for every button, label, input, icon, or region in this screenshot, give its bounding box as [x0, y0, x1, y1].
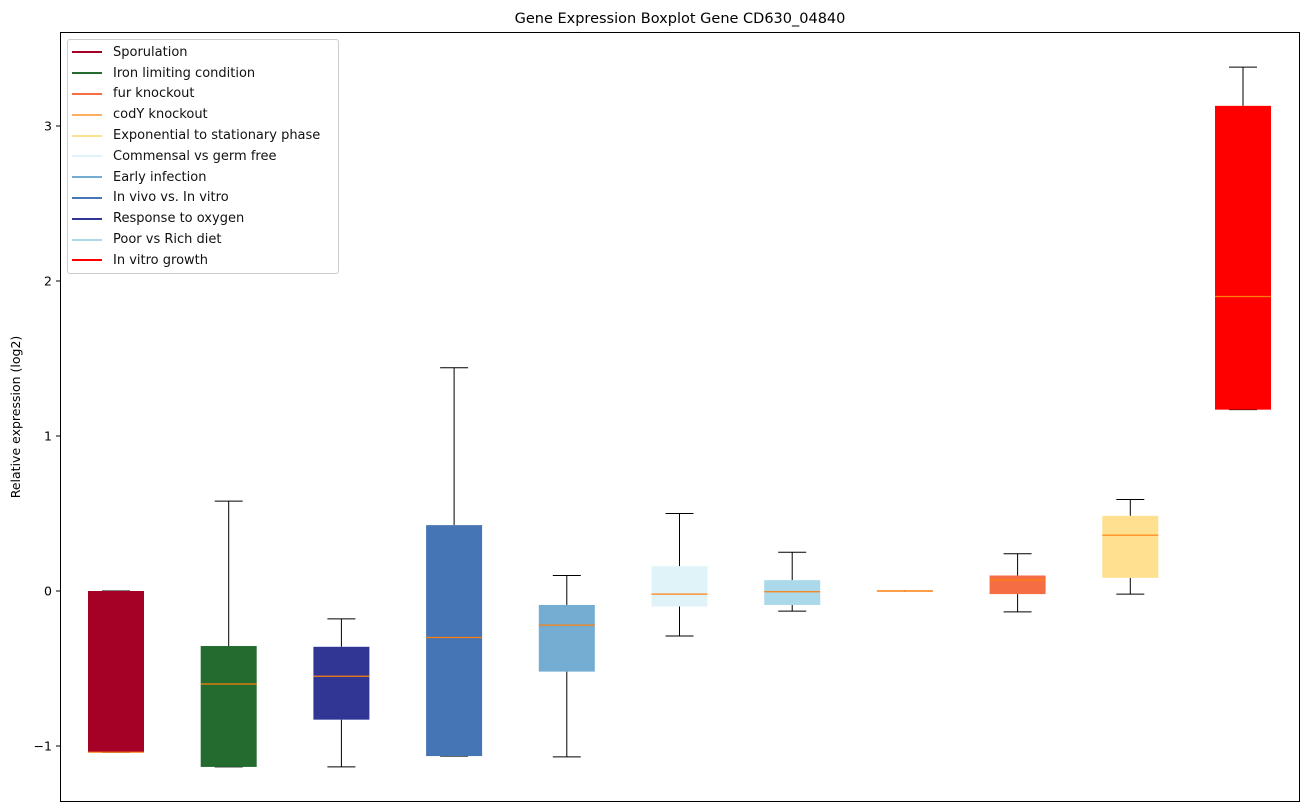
legend-swatch [72, 92, 102, 95]
legend-item: Commensal vs germ free [68, 146, 338, 167]
legend-swatch [72, 113, 102, 116]
legend-label: Exponential to stationary phase [113, 128, 321, 144]
box-iron-limiting-condition [200, 500, 257, 768]
legend-item: Iron limiting condition [68, 63, 338, 84]
legend-item: Early infection [68, 167, 338, 188]
legend-swatch [72, 217, 102, 220]
box-body [313, 646, 370, 720]
legend: Sporulation Iron limiting condition fur kn… [67, 39, 339, 274]
box-fur-knockout [989, 553, 1046, 613]
legend-item: codY knockout [68, 104, 338, 125]
legend-swatch [72, 134, 102, 137]
legend-swatch [72, 155, 102, 158]
box-body [426, 525, 483, 757]
box-body [88, 591, 144, 753]
legend-swatch [72, 72, 102, 75]
legend-label: Poor vs Rich diet [113, 232, 222, 248]
legend-item: In vivo vs. In vitro [68, 188, 338, 209]
y-tick-label: −1 [34, 739, 52, 754]
legend-swatch [72, 238, 102, 241]
box-body [200, 646, 257, 767]
legend-swatch [72, 51, 102, 54]
box-poor-vs-rich-diet [764, 551, 821, 612]
y-tick-label: 3 [44, 119, 52, 134]
legend-label: Commensal vs germ free [113, 148, 277, 164]
legend-label: In vitro growth [113, 252, 208, 268]
legend-item: fur knockout [68, 84, 338, 105]
box-commensal-vs-germ-free [651, 513, 708, 637]
legend-item: Response to oxygen [68, 208, 338, 229]
box-in-vivo-vs-in-vitro [426, 367, 483, 757]
box-exponential-to-stationary-phase [1102, 499, 1159, 595]
legend-swatch [72, 176, 102, 179]
legend-item: Sporulation [68, 42, 338, 63]
y-axis-label: Relative expression (log2) [8, 336, 23, 499]
legend-swatch [72, 259, 102, 262]
box-body [764, 580, 821, 605]
legend-item: In vitro growth [68, 250, 338, 271]
box-cody-knockout [876, 590, 933, 592]
legend-label: codY knockout [113, 107, 208, 123]
box-early-infection [538, 575, 595, 758]
box-body [1102, 515, 1159, 578]
box-body [1215, 105, 1271, 410]
box-body [538, 604, 595, 672]
y-tick-label: 1 [44, 429, 52, 444]
box-in-vitro-growth [1215, 66, 1271, 411]
legend-label: Iron limiting condition [113, 65, 256, 81]
y-tick-label: 2 [44, 274, 52, 289]
legend-label: In vivo vs. In vitro [113, 190, 229, 206]
legend-label: Sporulation [113, 44, 188, 60]
box-body [651, 566, 708, 607]
legend-label: fur knockout [113, 86, 195, 102]
box-response-to-oxygen [313, 618, 370, 768]
chart-title: Gene Expression Boxplot Gene CD630_04840 [515, 11, 846, 27]
legend-label: Early infection [113, 169, 207, 185]
legend-label: Response to oxygen [113, 211, 245, 227]
legend-item: Exponential to stationary phase [68, 125, 338, 146]
plot-frame [60, 32, 1300, 802]
box-body [989, 575, 1046, 595]
legend-item: Poor vs Rich diet [68, 229, 338, 250]
y-tick-label: 0 [44, 584, 52, 599]
box-sporulation [88, 590, 144, 753]
legend-swatch [72, 196, 102, 199]
